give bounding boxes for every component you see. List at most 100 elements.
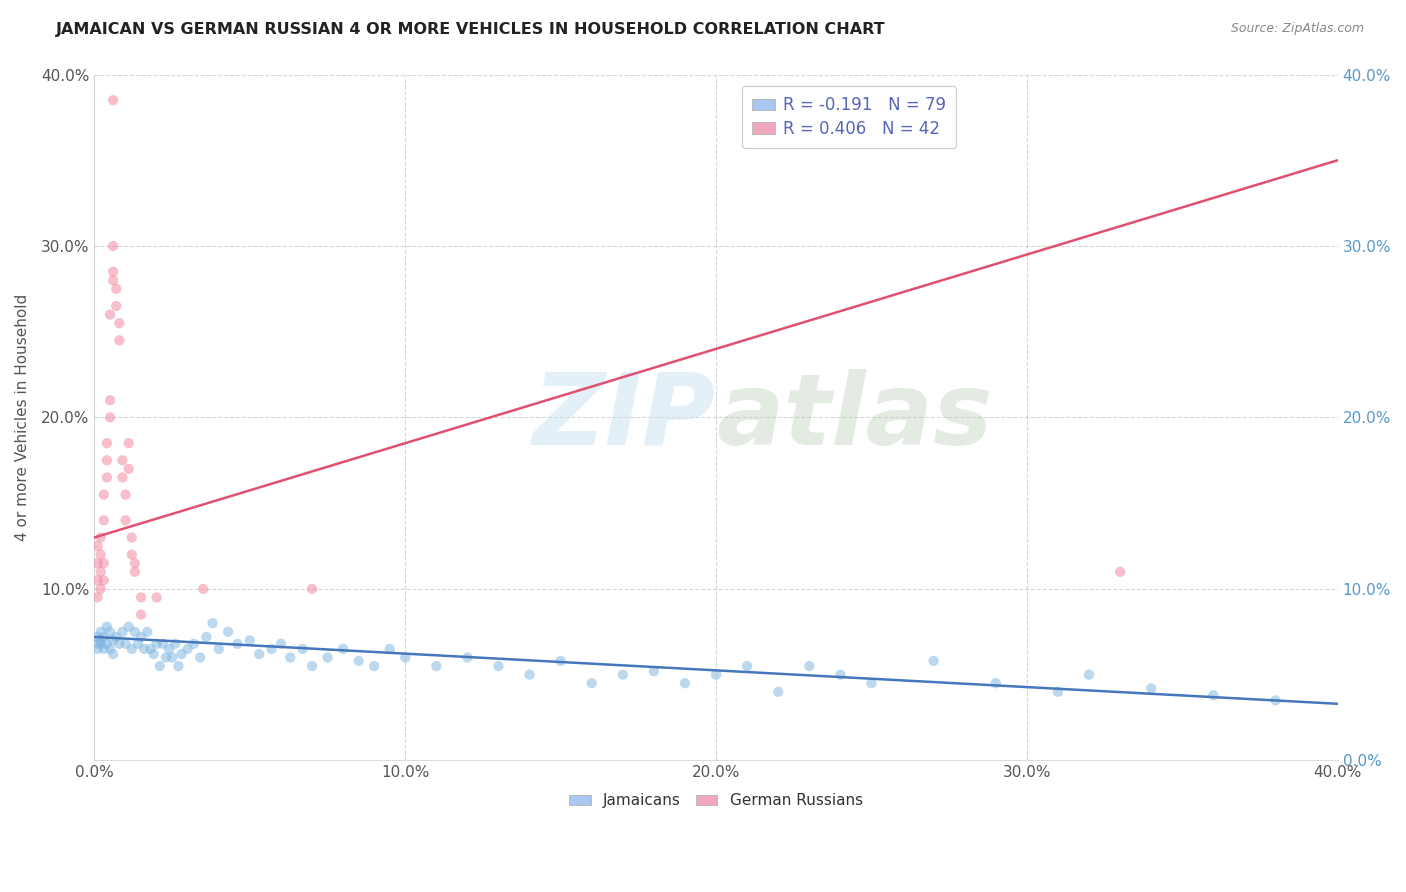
Point — [86, 642, 108, 657]
Point — [208, 642, 231, 657]
Point — [291, 642, 314, 657]
Point — [114, 637, 136, 651]
Point — [550, 654, 572, 668]
Point — [101, 647, 124, 661]
Point — [278, 650, 301, 665]
Point — [121, 642, 143, 657]
Point — [129, 607, 152, 622]
Point — [114, 487, 136, 501]
Point — [157, 642, 180, 657]
Point — [201, 616, 224, 631]
Point — [193, 582, 215, 596]
Point — [425, 659, 447, 673]
Point — [830, 667, 852, 681]
Point — [363, 659, 385, 673]
Point — [124, 565, 146, 579]
Point — [118, 620, 141, 634]
Point — [160, 650, 183, 665]
Text: Source: ZipAtlas.com: Source: ZipAtlas.com — [1230, 22, 1364, 36]
Point — [188, 650, 211, 665]
Point — [86, 591, 108, 605]
Point — [90, 624, 112, 639]
Point — [260, 642, 283, 657]
Point — [98, 393, 121, 408]
Point — [86, 539, 108, 553]
Point — [316, 650, 339, 665]
Point — [90, 548, 112, 562]
Point — [93, 513, 115, 527]
Point — [270, 637, 292, 651]
Point — [136, 624, 159, 639]
Point — [98, 642, 121, 657]
Point — [643, 664, 665, 678]
Point — [111, 624, 134, 639]
Point — [167, 659, 190, 673]
Point — [129, 591, 152, 605]
Point — [735, 659, 758, 673]
Point — [145, 637, 167, 651]
Point — [1264, 693, 1286, 707]
Point — [108, 637, 131, 651]
Point — [105, 299, 128, 313]
Point — [226, 637, 249, 651]
Point — [1046, 685, 1069, 699]
Point — [581, 676, 603, 690]
Point — [1140, 681, 1163, 696]
Point — [101, 93, 124, 107]
Point — [108, 316, 131, 330]
Point — [96, 620, 118, 634]
Point — [90, 637, 112, 651]
Point — [96, 436, 118, 450]
Point — [301, 659, 323, 673]
Point — [90, 531, 112, 545]
Point — [90, 582, 112, 596]
Point — [93, 556, 115, 570]
Point — [860, 676, 883, 690]
Point — [155, 650, 177, 665]
Point — [142, 647, 165, 661]
Point — [111, 470, 134, 484]
Point — [124, 556, 146, 570]
Text: atlas: atlas — [716, 369, 993, 466]
Point — [129, 630, 152, 644]
Y-axis label: 4 or more Vehicles in Household: 4 or more Vehicles in Household — [15, 293, 30, 541]
Point — [704, 667, 727, 681]
Point — [134, 642, 156, 657]
Point — [93, 630, 115, 644]
Point — [456, 650, 478, 665]
Point — [90, 565, 112, 579]
Point — [86, 574, 108, 588]
Point — [105, 630, 128, 644]
Point — [101, 239, 124, 253]
Point — [394, 650, 416, 665]
Point — [114, 513, 136, 527]
Point — [922, 654, 945, 668]
Point — [301, 582, 323, 596]
Point — [108, 333, 131, 347]
Point — [101, 273, 124, 287]
Point — [98, 624, 121, 639]
Point — [1109, 565, 1132, 579]
Legend: Jamaicans, German Russians: Jamaicans, German Russians — [564, 788, 869, 814]
Point — [101, 265, 124, 279]
Point — [121, 548, 143, 562]
Point — [247, 647, 270, 661]
Point — [93, 642, 115, 657]
Point — [105, 282, 128, 296]
Point — [195, 630, 218, 644]
Point — [170, 647, 193, 661]
Point — [488, 659, 510, 673]
Point — [98, 410, 121, 425]
Point — [673, 676, 696, 690]
Point — [177, 642, 200, 657]
Point — [96, 470, 118, 484]
Point — [86, 630, 108, 644]
Point — [1202, 688, 1225, 702]
Point — [118, 462, 141, 476]
Point — [766, 685, 789, 699]
Point — [149, 659, 172, 673]
Text: ZIP: ZIP — [533, 369, 716, 466]
Point — [799, 659, 821, 673]
Point — [183, 637, 205, 651]
Point — [124, 624, 146, 639]
